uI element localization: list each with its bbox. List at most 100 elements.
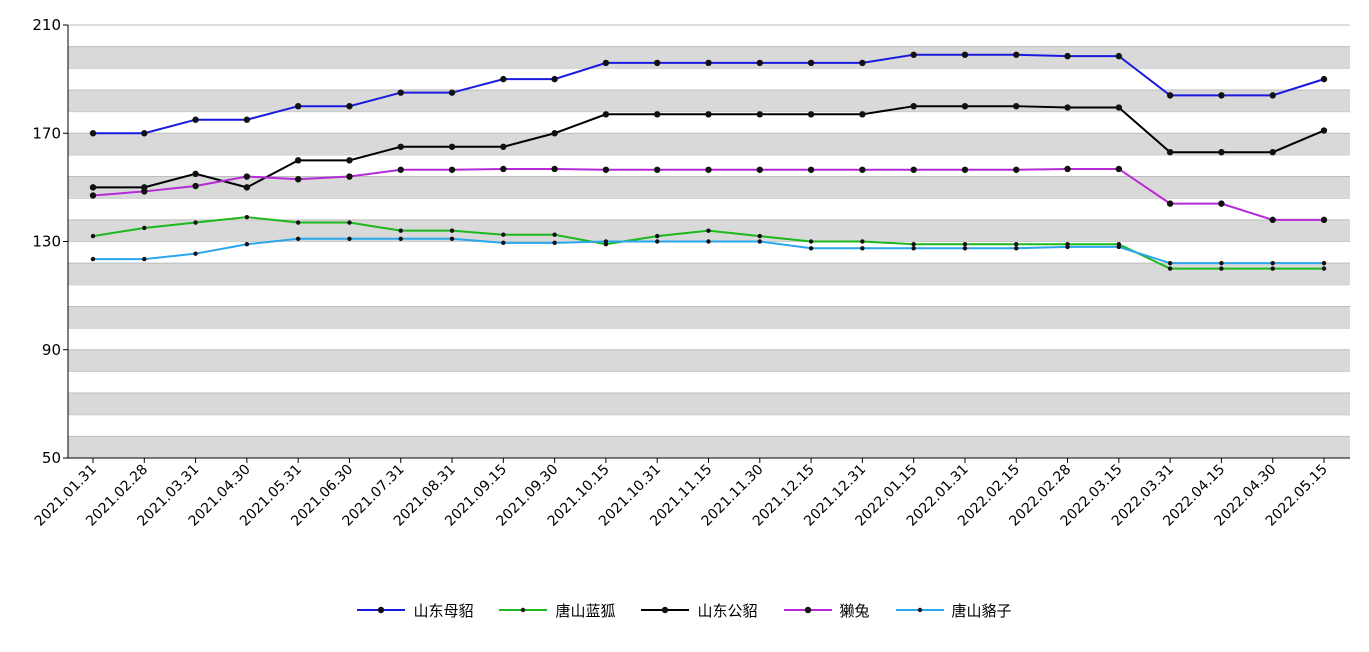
data-point: [552, 232, 557, 237]
data-point: [962, 242, 968, 247]
data-point: [551, 130, 558, 137]
grid-band: [68, 436, 1350, 458]
data-point: [347, 220, 352, 225]
legend-item[interactable]: 獭兔: [783, 600, 870, 621]
data-point: [1166, 92, 1174, 99]
data-point: [1218, 92, 1225, 99]
data-point: [448, 143, 456, 150]
data-point: [859, 111, 866, 118]
data-point: [1014, 242, 1019, 247]
data-point: [654, 166, 661, 173]
legend-item[interactable]: 唐山貉子: [895, 600, 1012, 621]
data-point: [449, 228, 455, 233]
data-point: [757, 233, 762, 239]
data-point: [294, 176, 302, 183]
grid-band: [68, 393, 1350, 415]
x-axis-ticks: 2021.01.312021.02.282021.03.312021.04.30…: [32, 458, 1331, 530]
legend-label: 山东公貂: [697, 601, 758, 620]
data-point: [295, 220, 301, 225]
data-point: [449, 236, 455, 241]
data-point: [193, 251, 198, 256]
data-point: [1219, 260, 1224, 266]
data-point: [1166, 148, 1174, 156]
data-point: [142, 256, 147, 262]
data-point: [243, 184, 251, 191]
data-point: [1320, 75, 1328, 83]
legend-swatch: [499, 607, 548, 613]
data-point: [551, 75, 558, 83]
data-point: [1064, 165, 1071, 173]
data-point: [1270, 266, 1275, 271]
legend-swatch: [895, 607, 944, 613]
y-tick-label: 170: [32, 124, 61, 142]
data-point: [500, 143, 507, 150]
data-point: [346, 173, 353, 180]
data-point: [294, 157, 302, 164]
legend-swatch: [641, 606, 690, 614]
data-point: [756, 166, 763, 173]
data-point: [346, 157, 353, 164]
data-point: [807, 111, 815, 118]
data-point: [501, 240, 506, 246]
data-point: [1269, 216, 1276, 224]
data-point: [706, 228, 711, 233]
data-point: [1166, 200, 1174, 207]
data-point: [397, 143, 404, 150]
data-point: [1115, 104, 1123, 111]
data-point: [1013, 51, 1020, 58]
grid-band: [68, 46, 1350, 69]
data-point: [860, 239, 865, 244]
data-point: [910, 102, 917, 110]
data-point: [602, 59, 610, 67]
data-point: [756, 111, 763, 118]
data-point: [397, 166, 404, 173]
data-point: [1219, 266, 1224, 271]
legend-label: 山东母貂: [413, 601, 474, 620]
data-point: [1218, 200, 1225, 207]
data-point: [89, 192, 97, 199]
legend-item[interactable]: 山东公貂: [641, 600, 758, 621]
data-point: [192, 182, 199, 190]
data-point: [910, 166, 917, 173]
grid-band: [68, 306, 1350, 329]
y-tick-label: 90: [42, 341, 61, 359]
data-point: [859, 59, 866, 67]
data-point: [551, 165, 558, 173]
data-point: [398, 236, 403, 241]
data-point: [860, 246, 865, 251]
legend-label: 唐山蓝狐: [555, 601, 616, 620]
data-point: [243, 173, 251, 180]
data-point: [602, 166, 610, 173]
data-point: [1218, 148, 1225, 156]
data-point: [192, 116, 199, 123]
data-point: [655, 233, 660, 239]
legend-swatch: [783, 606, 832, 614]
legend-item[interactable]: 唐山蓝狐: [499, 600, 615, 621]
data-point: [1013, 102, 1020, 110]
data-point: [1321, 266, 1327, 271]
data-point: [808, 246, 814, 251]
data-point: [808, 239, 814, 244]
data-point: [1269, 92, 1276, 99]
data-point: [448, 166, 456, 173]
data-point: [1320, 127, 1328, 134]
legend-swatch: [357, 606, 406, 614]
data-point: [295, 236, 301, 241]
y-axis-ticks: 50 90 130 170 210: [32, 16, 68, 467]
y-tick-label: 210: [32, 16, 61, 34]
legend-item[interactable]: 山东母貂: [357, 600, 473, 621]
data-point: [1167, 260, 1173, 266]
data-point: [142, 225, 147, 231]
data-point: [244, 242, 250, 247]
data-point: [1065, 244, 1070, 250]
y-tick-label: 50: [42, 449, 61, 467]
data-point: [193, 220, 198, 225]
data-point: [756, 59, 763, 67]
data-point: [192, 170, 199, 178]
data-point: [807, 166, 815, 173]
data-point: [1013, 166, 1020, 173]
legend-label: 獭兔: [839, 601, 870, 620]
data-point: [1321, 260, 1327, 266]
data-point: [243, 116, 251, 123]
data-point: [705, 111, 712, 118]
